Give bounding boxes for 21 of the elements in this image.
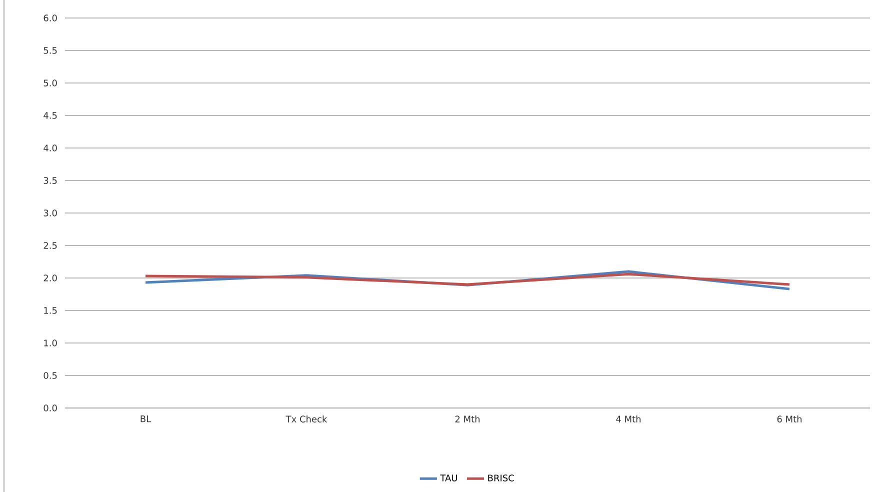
y-tick-label: 0.5 bbox=[44, 372, 57, 379]
y-tick-label: 3.0 bbox=[44, 210, 57, 216]
y-tick-label: 4.0 bbox=[44, 144, 57, 152]
y-tick-label: 0.0 bbox=[44, 404, 57, 412]
y-tick-label: 5.5 bbox=[44, 47, 57, 54]
x-tick-label: 4 Mth bbox=[616, 416, 641, 422]
legend-label: TAU bbox=[440, 474, 457, 482]
y-tick-label: 5.0 bbox=[44, 80, 57, 86]
legend-label: BRISC bbox=[488, 474, 514, 482]
y-tick-label: 6.0 bbox=[44, 14, 57, 22]
y-tick-label: 1.5 bbox=[44, 307, 57, 314]
x-tick-label: Tx Check bbox=[286, 416, 328, 422]
y-tick-label: 2.5 bbox=[44, 242, 57, 249]
line-series bbox=[144, 272, 791, 286]
y-tick-label: 3.5 bbox=[44, 177, 57, 184]
x-tick-label: 6 Mth bbox=[777, 416, 802, 422]
y-tick-label: 1.0 bbox=[44, 340, 57, 346]
y-tick-label: 2.0 bbox=[44, 274, 57, 282]
x-tick-label: BL bbox=[140, 416, 152, 422]
y-tick-label: 4.5 bbox=[44, 112, 57, 119]
x-tick-label: 2 Mth bbox=[455, 416, 480, 422]
